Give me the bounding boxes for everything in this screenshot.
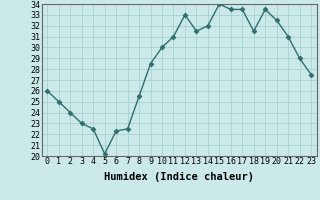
X-axis label: Humidex (Indice chaleur): Humidex (Indice chaleur) — [104, 172, 254, 182]
